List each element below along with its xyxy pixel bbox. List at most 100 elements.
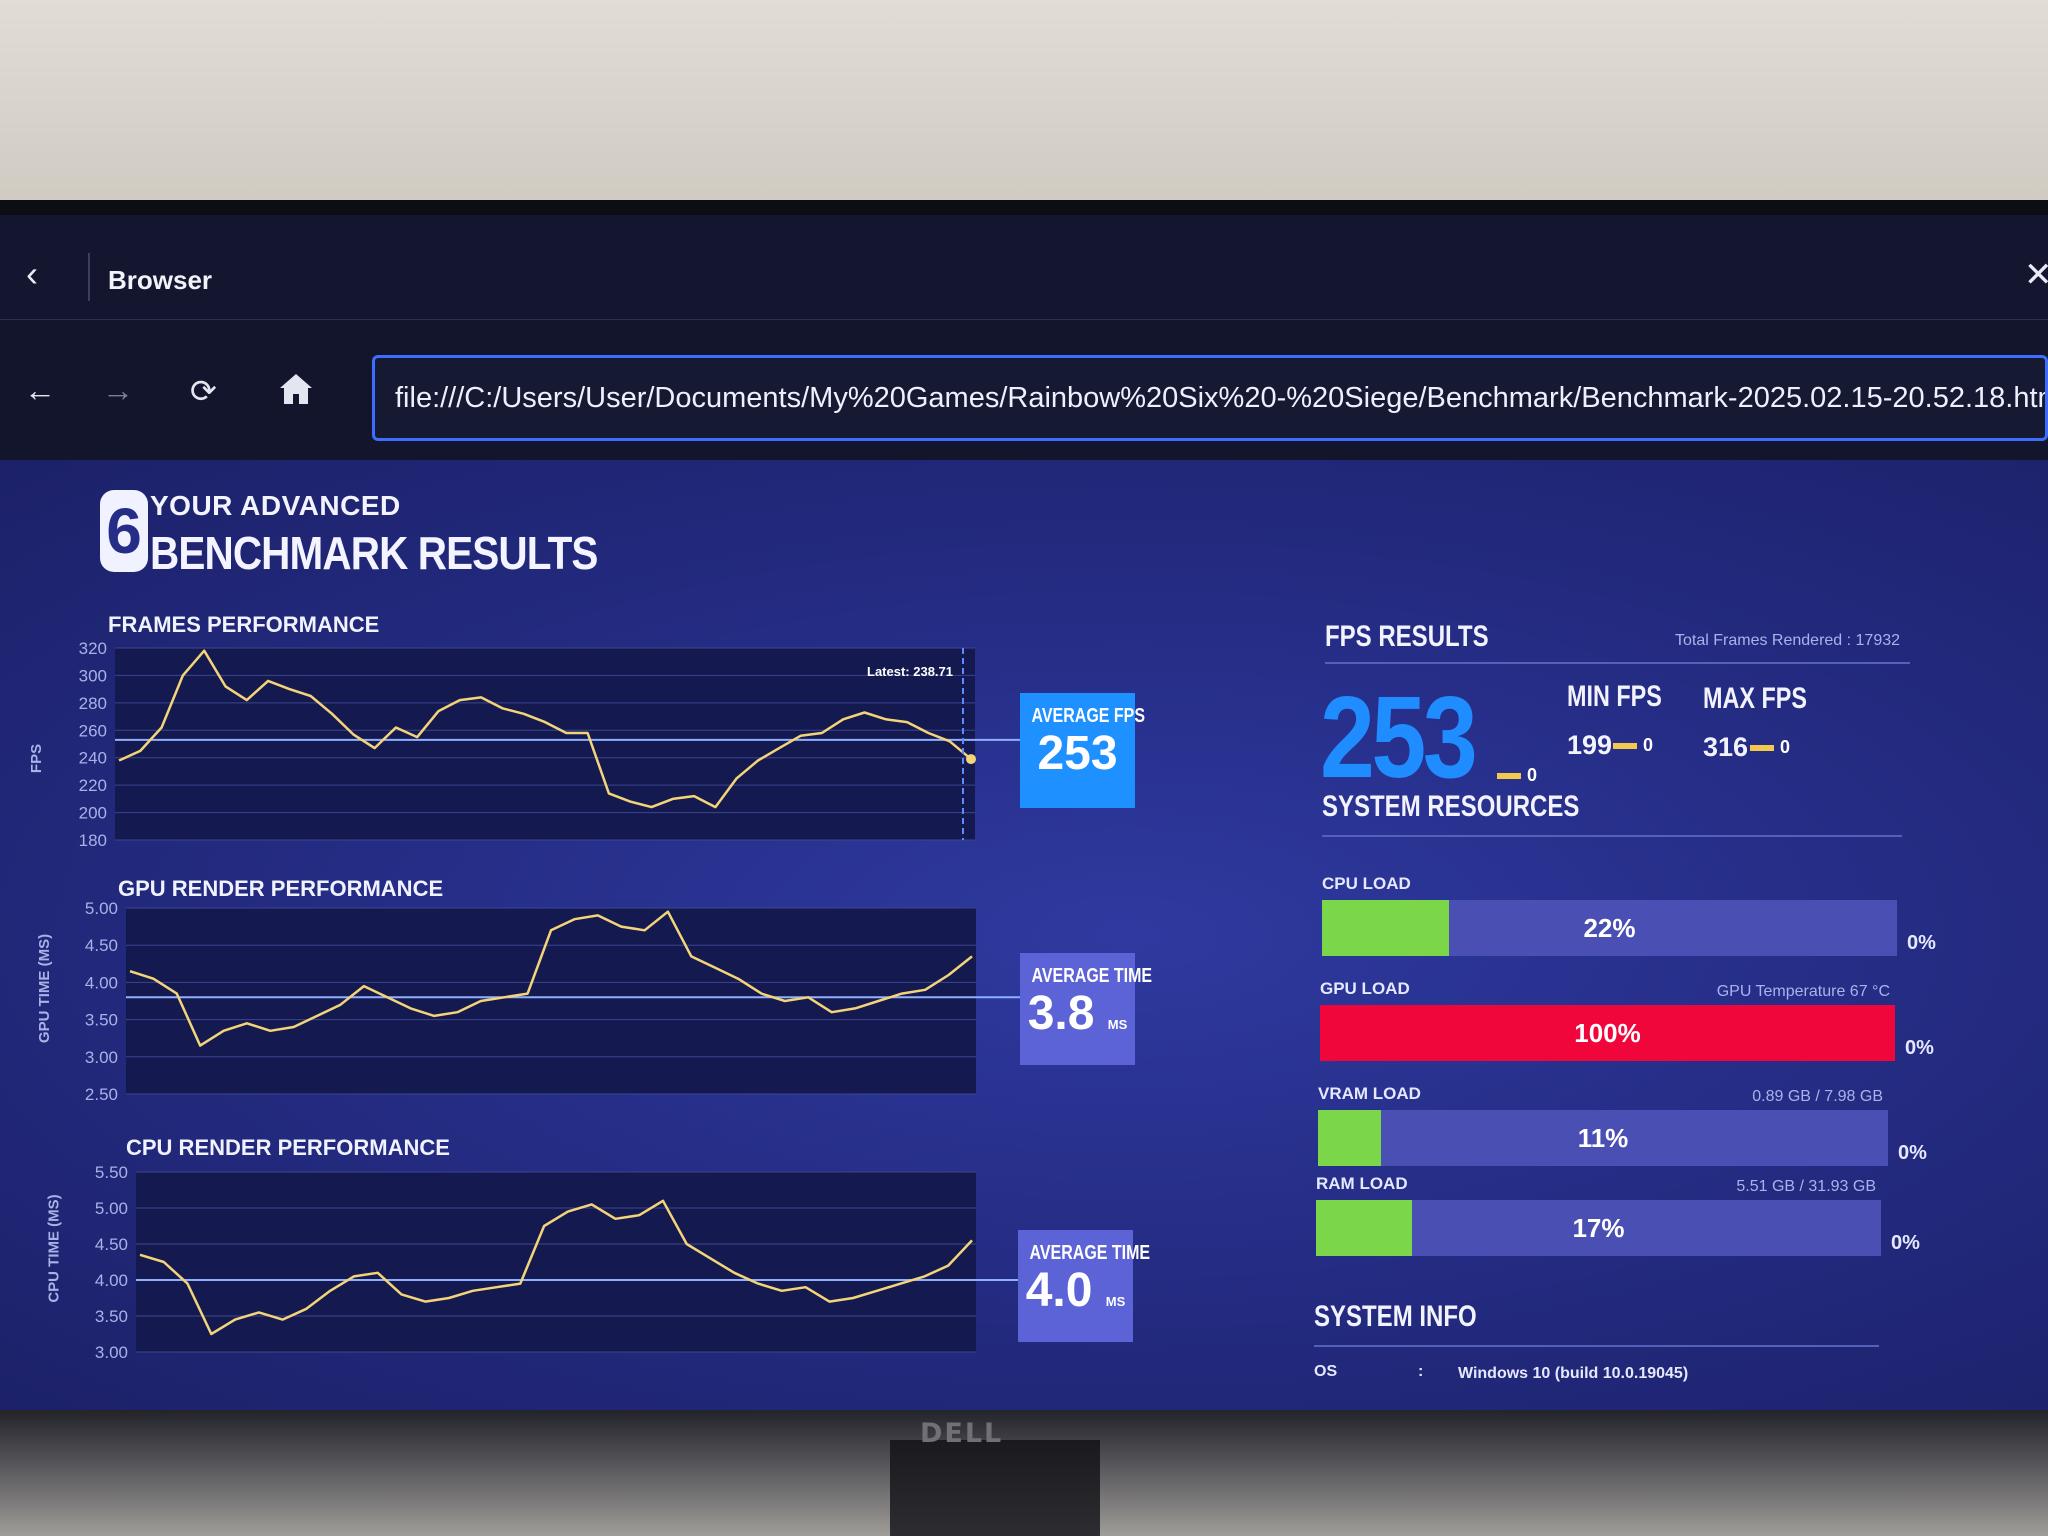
frames-tick-label: 320 bbox=[79, 640, 107, 658]
total-frames: Total Frames Rendered : 17932 bbox=[1675, 632, 1901, 649]
resource-percent: 17% bbox=[1572, 1213, 1625, 1243]
cpu-tick-label: 3.50 bbox=[95, 1307, 128, 1326]
frames-chart: 320 300 280 260 240 220 200 180 Latest: 238.71 bbox=[79, 640, 1020, 850]
resource-percent: 22% bbox=[1583, 913, 1636, 943]
gpu-tick-label: 3.50 bbox=[85, 1011, 118, 1030]
gpu-ylabel: GPU TIME (MS) bbox=[36, 933, 54, 1044]
fps-results-divider bbox=[1325, 662, 1910, 664]
cpu-tick-label: 5.50 bbox=[95, 1163, 128, 1182]
resource-bar-fill bbox=[1316, 1200, 1413, 1256]
gpu-tick-label: 4.00 bbox=[85, 973, 118, 992]
max-fps-value: 316 bbox=[1703, 732, 1749, 762]
cpu-plot-area bbox=[136, 1172, 976, 1352]
resource-bar: 100% bbox=[1320, 1005, 1895, 1061]
title-separator bbox=[88, 253, 90, 301]
frames-tick-label: 300 bbox=[79, 666, 107, 685]
fps-average-big: 253 bbox=[1320, 672, 1478, 802]
browser-title-bar: ‹ Browser ✕ bbox=[0, 215, 2048, 320]
cpu-average-box: AVERAGE TIME 4.0 MS bbox=[1018, 1230, 1151, 1342]
gpu-series-line bbox=[129, 910, 973, 1047]
monitor-screen: ‹ Browser ✕ ← → ⟳ file:///C:/Users/User/… bbox=[0, 215, 2048, 1410]
max-fps-delta: 0 bbox=[1750, 737, 1790, 758]
frames-tick-label: 200 bbox=[79, 804, 107, 823]
back-chevron-icon[interactable]: ‹ bbox=[26, 253, 38, 294]
frames-tick-label: 240 bbox=[79, 749, 107, 768]
average-fps-label: AVERAGE FPS bbox=[1031, 705, 1146, 727]
resource-zero: 0% bbox=[1891, 1232, 1920, 1254]
min-fps-value: 199 bbox=[1567, 730, 1613, 760]
reload-icon[interactable]: ⟳ bbox=[190, 373, 217, 409]
gpu-tick-label: 3.00 bbox=[85, 1048, 118, 1067]
resource-info: 0.89 GB / 7.98 GB bbox=[1752, 1088, 1883, 1105]
dell-logo: DELL bbox=[920, 1418, 1004, 1449]
gpu-tick-label: 2.50 bbox=[85, 1085, 118, 1102]
resource-percent: 100% bbox=[1574, 1018, 1641, 1048]
browser-title: Browser bbox=[108, 265, 213, 295]
cpu-tick-label: 4.50 bbox=[95, 1235, 128, 1254]
resource-label: RAM LOAD bbox=[1316, 1174, 1408, 1193]
os-label: OS bbox=[1314, 1363, 1338, 1380]
system-resources-title: SYSTEM RESOURCES bbox=[1322, 790, 1580, 823]
cpu-ylabel: CPU TIME (MS) bbox=[45, 1194, 63, 1303]
gpu-title: GPU RENDER PERFORMANCE bbox=[118, 876, 444, 901]
resource-bar: 22% bbox=[1322, 900, 1897, 956]
cpu-tick-label: 5.00 bbox=[95, 1199, 128, 1218]
latest-point bbox=[966, 754, 976, 765]
os-colon: : bbox=[1418, 1363, 1424, 1380]
forward-arrow-icon[interactable]: → bbox=[102, 372, 134, 408]
frames-tick-label: 260 bbox=[79, 721, 107, 740]
cpu-title: CPU RENDER PERFORMANCE bbox=[126, 1135, 450, 1160]
frames-plot-area bbox=[115, 648, 975, 840]
resources-divider bbox=[1322, 835, 1902, 837]
browser-nav-bar: ← → ⟳ file:///C:/Users/User/Documents/My… bbox=[0, 320, 2048, 460]
cpu-average-value: 4.0 MS bbox=[1025, 1264, 1126, 1317]
resource-bar-fill bbox=[1322, 900, 1449, 956]
header-line1: YOUR ADVANCED bbox=[150, 490, 401, 521]
system-info-divider bbox=[1314, 1345, 1879, 1347]
resource-label: GPU LOAD bbox=[1320, 979, 1410, 998]
frames-ylabel: FPS bbox=[28, 743, 46, 774]
wall-background bbox=[0, 0, 2048, 215]
resource-label: VRAM LOAD bbox=[1318, 1084, 1421, 1103]
cpu-average-label: AVERAGE TIME bbox=[1029, 1242, 1151, 1264]
resource-percent: 11% bbox=[1577, 1123, 1629, 1153]
url-bar[interactable]: file:///C:/Users/User/Documents/My%20Gam… bbox=[372, 355, 2048, 441]
resource-label: CPU LOAD bbox=[1322, 874, 1411, 893]
benchmark-page: 6 YOUR ADVANCED BENCHMARK RESULTS FRAMES… bbox=[0, 460, 2048, 1410]
gpu-average-box: AVERAGE TIME 3.8 MS bbox=[1020, 953, 1152, 1065]
resource-zero: 0% bbox=[1898, 1142, 1927, 1164]
fps-results-title: FPS RESULTS bbox=[1325, 620, 1489, 653]
min-fps-label: MIN FPS bbox=[1567, 680, 1662, 713]
frames-tick-label: 220 bbox=[79, 776, 107, 795]
avg-fps-delta: 0 bbox=[1497, 765, 1537, 786]
monitor-stand bbox=[890, 1440, 1100, 1536]
resource-zero: 0% bbox=[1907, 932, 1936, 954]
cpu-tick-label: 4.00 bbox=[95, 1271, 128, 1290]
close-icon[interactable]: ✕ bbox=[2024, 256, 2048, 294]
resource-info: 5.51 GB / 31.93 GB bbox=[1736, 1178, 1876, 1195]
frames-tick-label: 180 bbox=[79, 831, 107, 850]
back-arrow-icon[interactable]: ← bbox=[24, 372, 56, 408]
cpu-chart: 5.50 5.00 4.50 4.00 3.50 3.00 bbox=[95, 1163, 1021, 1360]
latest-label: Latest: 238.71 bbox=[867, 664, 953, 679]
resource-bar: 17% bbox=[1316, 1200, 1881, 1256]
min-fps-delta: 0 bbox=[1613, 735, 1653, 756]
average-fps-value: 253 bbox=[1037, 727, 1118, 780]
gpu-tick-label: 4.50 bbox=[85, 936, 118, 955]
gpu-plot-area bbox=[126, 908, 976, 1094]
rainbow-six-logo: 6 bbox=[100, 490, 148, 572]
resource-bar-fill bbox=[1318, 1110, 1381, 1166]
system-info-title: SYSTEM INFO bbox=[1314, 1300, 1477, 1333]
gpu-tick-label: 5.00 bbox=[85, 902, 118, 918]
os-value: Windows 10 (build 10.0.19045) bbox=[1458, 1365, 1689, 1382]
frames-series-line bbox=[118, 649, 972, 809]
frames-title: FRAMES PERFORMANCE bbox=[108, 612, 380, 637]
cpu-series-line bbox=[139, 1199, 973, 1336]
resource-bar-fill bbox=[1320, 1005, 1895, 1061]
header-title: BENCHMARK RESULTS bbox=[150, 527, 598, 579]
home-icon[interactable] bbox=[278, 372, 314, 414]
resource-zero: 0% bbox=[1905, 1037, 1934, 1059]
max-fps-label: MAX FPS bbox=[1703, 682, 1808, 715]
cpu-tick-label: 3.00 bbox=[95, 1343, 128, 1360]
average-fps-box: AVERAGE FPS 253 bbox=[1020, 693, 1146, 808]
